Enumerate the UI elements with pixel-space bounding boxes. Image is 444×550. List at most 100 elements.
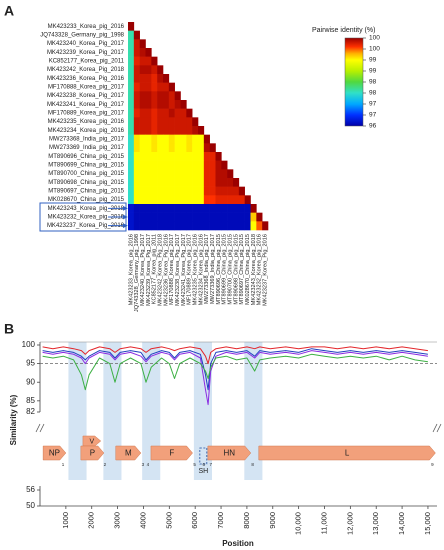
similarity-line [42, 350, 428, 406]
heatmap-cell [139, 134, 146, 144]
gene [82, 435, 102, 447]
heatmap-cell [168, 169, 175, 179]
row-label: MK423239_Korea_Pig_2017 [47, 50, 125, 56]
heatmap-cell [221, 221, 228, 231]
x-tick-label: 13,000 [371, 512, 380, 535]
junction-label: 6 [202, 462, 205, 467]
column-label: MK423238_Korea_Pig_2017 [175, 234, 181, 306]
row-label: MT890698_China_pig_2015 [48, 180, 124, 186]
heatmap-cell [198, 152, 205, 161]
heatmap-cell [133, 204, 140, 213]
heatmap-cell [180, 204, 187, 213]
colorbar-tick-label: 97 [369, 101, 377, 108]
panel-label: A [4, 3, 14, 19]
heatmap-cell [133, 126, 140, 135]
column-label: MK423235_Korea_pig_2016 [193, 234, 199, 305]
column-label: MK423232_Korea_pig_2016 [257, 234, 263, 305]
heatmap-cell [133, 212, 140, 222]
heatmap-cell [145, 160, 152, 170]
heatmap-cell [145, 178, 152, 187]
heatmap-cell [174, 160, 181, 170]
heatmap-cell [168, 143, 175, 153]
heatmap-cell [139, 74, 146, 83]
heatmap-cell [133, 221, 140, 231]
gene [115, 445, 142, 461]
heatmap-cell [198, 195, 205, 205]
heatmap-cell [151, 91, 158, 101]
heatmap-cell [180, 152, 187, 161]
colorbar-tick-label: 100 [369, 46, 380, 53]
colorbar-tick-label: 97 [369, 112, 377, 119]
heatmap-cell [145, 100, 152, 109]
heatmap-cell [128, 56, 135, 66]
heatmap-cell [180, 186, 187, 196]
heatmap-cell [133, 152, 140, 161]
heatmap-cell [227, 221, 234, 231]
gene-label: P [90, 449, 95, 458]
heatmap-cell [151, 169, 158, 179]
heatmap-cell [133, 82, 140, 92]
heatmap-cell [180, 169, 187, 179]
heatmap-cell [215, 178, 222, 187]
heatmap-cell [133, 74, 140, 83]
heatmap-cell [145, 195, 152, 205]
heatmap-cell [163, 143, 170, 153]
heatmap-cell [133, 117, 140, 127]
gene [80, 445, 105, 461]
heatmap-cell [221, 212, 228, 222]
heatmap-cell [186, 152, 193, 161]
heatmap-cell [163, 117, 170, 127]
heatmap-cell [180, 126, 187, 135]
heatmap-cell [174, 195, 181, 205]
heatmap-cell [151, 221, 158, 231]
heatmap-cell [157, 82, 164, 92]
heatmap-cell [168, 195, 175, 205]
heatmap-cell [209, 143, 216, 153]
heatmap-cell [145, 186, 152, 196]
heatmap-cell [145, 91, 152, 101]
heatmap-cell [128, 82, 135, 92]
heatmap-cell [180, 134, 187, 144]
column-label: MF170889_Korea_pig_2017 [187, 234, 193, 305]
heatmap-cell [139, 100, 146, 109]
heatmap-cell [128, 74, 135, 83]
heatmap-cell [163, 204, 170, 213]
heatmap-cell [198, 160, 205, 170]
heatmap-cell [186, 186, 193, 196]
x-tick-label: 4000 [138, 512, 147, 529]
heatmap-cell [186, 126, 193, 135]
heatmap-cell [128, 195, 135, 205]
heatmap-cell [139, 152, 146, 161]
heatmap-cell [192, 204, 199, 213]
heatmap-cell [192, 143, 199, 153]
heatmap-cell [174, 186, 181, 196]
x-tick-label: 1000 [61, 512, 70, 529]
heatmap-cell [203, 195, 210, 205]
heatmap-cell [151, 100, 158, 109]
x-tick-label: 10,000 [294, 512, 303, 535]
heatmap-cell [221, 186, 228, 196]
heatmap-cell [151, 126, 158, 135]
column-label: MK423233_Korea_pig_2016 [128, 234, 134, 305]
heatmap-cell [139, 221, 146, 231]
heatmap-cell [209, 212, 216, 222]
heatmap-cell [151, 74, 158, 83]
heatmap-cell [203, 143, 210, 153]
colorbar-tick-label: 100 [369, 35, 380, 42]
heatmap-cell [192, 160, 199, 170]
heatmap-cell [163, 178, 170, 187]
heatmap-cell [128, 48, 135, 57]
heatmap-cell [157, 74, 164, 83]
y-tick-label: 85 [26, 396, 35, 405]
heatmap-cell [209, 204, 216, 213]
heatmap-cell [139, 169, 146, 179]
heatmap-cell [151, 152, 158, 161]
heatmap-cell [209, 195, 216, 205]
heatmap-cell [133, 143, 140, 153]
row-label: MK423241_Korea_Pig_2017 [47, 102, 125, 108]
heatmap-cell [198, 212, 205, 222]
heatmap-cell [163, 134, 170, 144]
heatmap-cell [145, 143, 152, 153]
junction-label: 8 [251, 462, 254, 467]
